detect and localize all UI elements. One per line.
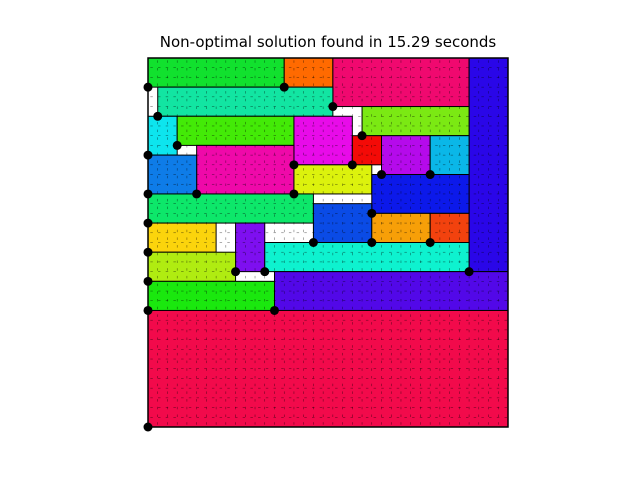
anchor-dot: [143, 189, 153, 199]
chart-title: Non-optimal solution found in 15.29 seco…: [159, 33, 497, 51]
puzzle-piece: [351, 135, 383, 166]
puzzle-piece: [147, 193, 314, 224]
puzzle-piece: [361, 106, 470, 137]
puzzle-piece: [235, 222, 266, 273]
anchor-dot: [143, 218, 153, 228]
anchor-dot: [143, 150, 153, 160]
anchor-dot: [143, 247, 153, 257]
anchor-dot: [367, 238, 377, 247]
anchor-dot: [143, 305, 153, 315]
anchor-dot: [192, 189, 202, 199]
anchor-dot: [279, 82, 289, 92]
anchor-dot: [308, 238, 318, 247]
anchor-dot: [425, 170, 435, 180]
anchor-dot: [357, 131, 367, 141]
anchor-dot: [172, 140, 182, 150]
puzzle-piece: [147, 222, 217, 253]
anchor-dot: [269, 305, 279, 315]
anchor-dot: [143, 422, 153, 432]
anchor-dot: [153, 111, 163, 121]
anchor-dot: [425, 238, 435, 247]
puzzle-piece: [147, 251, 237, 282]
anchor-dot: [289, 160, 299, 170]
anchor-dot: [367, 208, 377, 218]
anchor-dot: [260, 267, 270, 277]
anchor-dot: [464, 267, 474, 277]
puzzle-piece: [147, 57, 285, 88]
anchor-dot: [231, 267, 241, 277]
anchor-dot: [328, 102, 338, 112]
anchor-dot: [289, 189, 299, 199]
puzzle-piece: [264, 242, 470, 273]
anchor-dot: [143, 276, 153, 286]
puzzle-piece: [147, 280, 275, 311]
anchor-dot: [143, 82, 153, 92]
anchor-dot: [347, 160, 357, 170]
puzzle-piece: [283, 57, 334, 88]
board-border: [147, 57, 509, 428]
anchor-dot: [377, 170, 387, 180]
